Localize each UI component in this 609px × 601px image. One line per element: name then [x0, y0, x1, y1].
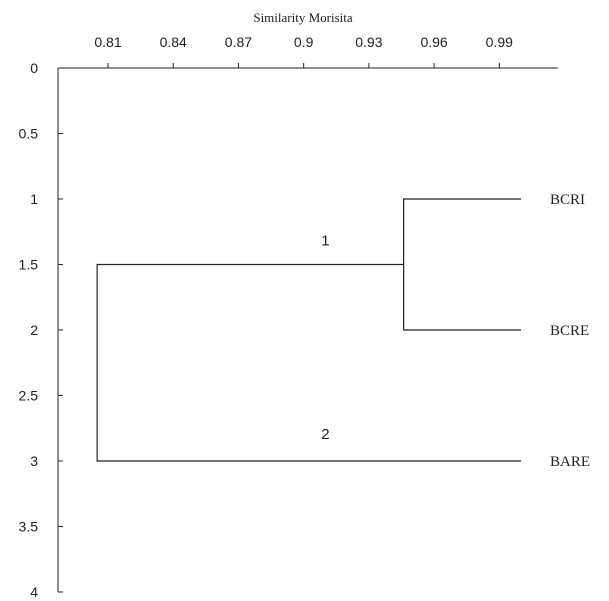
y-tick-label: 2 [30, 322, 38, 338]
leaf-label-bcre: BCRE [550, 323, 589, 339]
dendrogram-branches [96, 198, 522, 462]
y-tick-label: 1 [30, 191, 38, 207]
y-axis: 0 0.5 1 1.5 2 2.5 3 3.5 4 [19, 60, 63, 600]
x-axis-ticks: 0.81 0.84 0.87 0.9 0.93 0.96 0.99 [58, 34, 558, 69]
x-axis-title: Similarity Morisita [253, 10, 353, 25]
cluster-labels: 12 [321, 233, 329, 444]
x-tick-label: 0.87 [225, 34, 252, 50]
branch-cluster-2 [96, 263, 522, 462]
y-tick-label: 4 [30, 584, 38, 600]
cluster-label-1: 1 [321, 233, 329, 250]
leaf-label-bcri: BCRI [550, 192, 585, 208]
x-tick-label: 0.84 [160, 34, 187, 50]
x-tick-label: 0.96 [420, 34, 447, 50]
cluster-label-2: 2 [321, 426, 329, 443]
y-tick-label: 2.5 [19, 388, 39, 404]
leaf-label-bare: BARE [550, 454, 590, 470]
y-tick-label: 0.5 [19, 126, 39, 142]
y-tick-label: 3 [30, 453, 38, 469]
x-tick-label: 0.9 [294, 34, 314, 50]
x-tick-label: 0.93 [355, 34, 382, 50]
y-tick-label: 3.5 [19, 519, 39, 535]
y-tick-label: 0 [30, 60, 38, 76]
x-tick-label: 0.81 [94, 34, 121, 50]
y-tick-label: 1.5 [19, 257, 39, 273]
branch-cluster-1 [403, 198, 522, 331]
x-tick-label: 0.99 [486, 34, 513, 50]
leaf-labels: BCRI BCRE BARE [550, 192, 590, 470]
